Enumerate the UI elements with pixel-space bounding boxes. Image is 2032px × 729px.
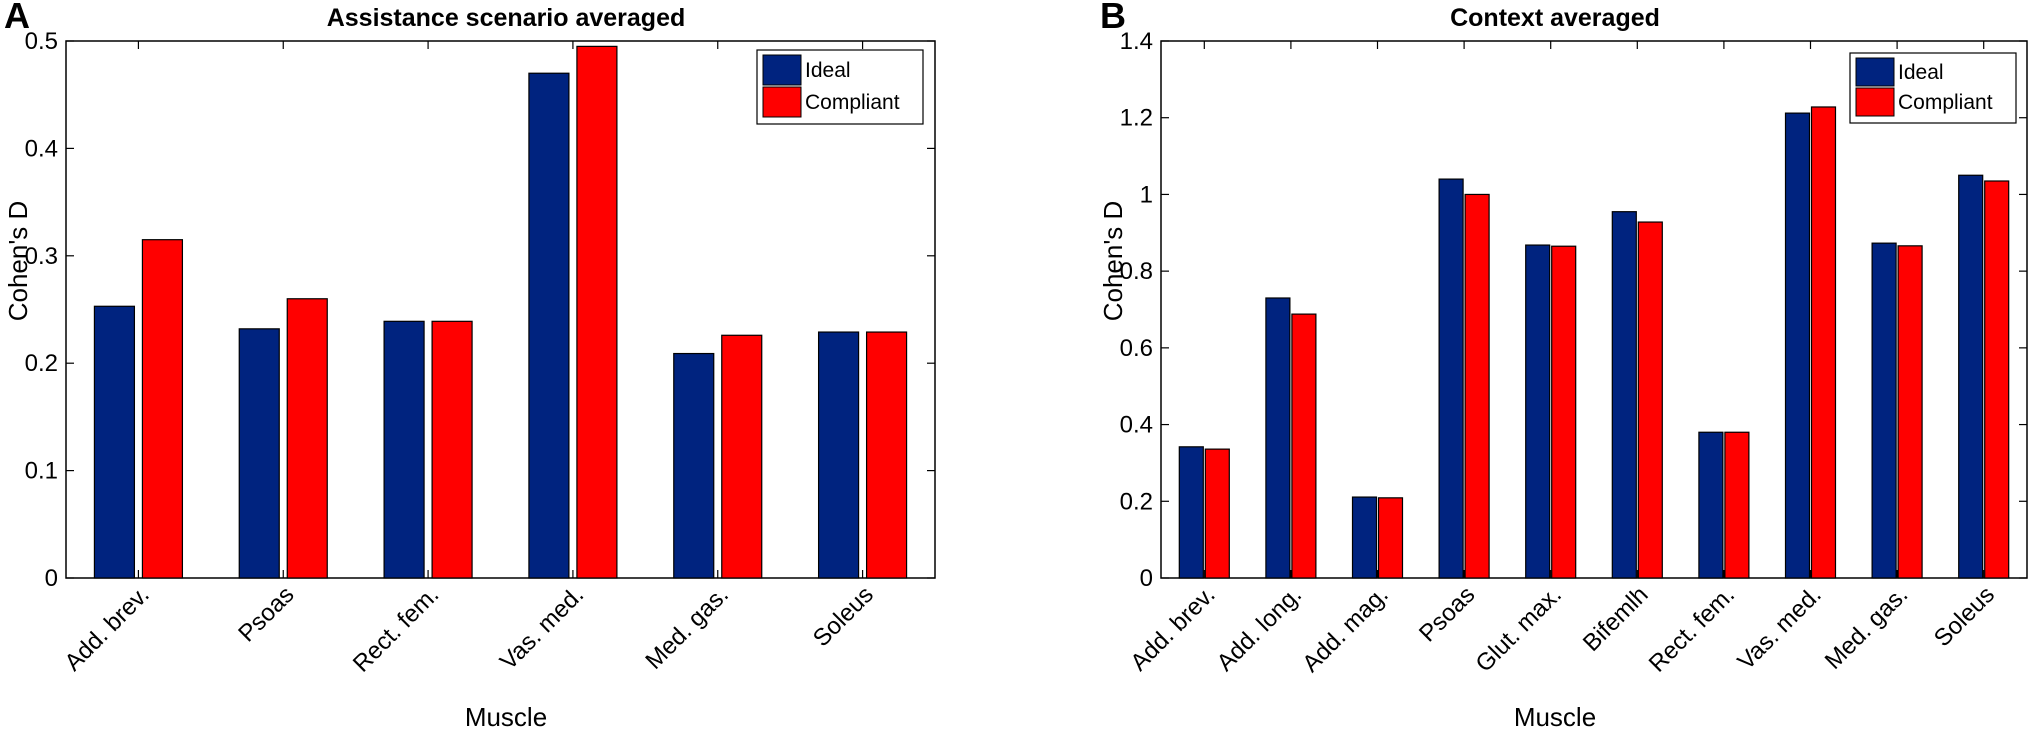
y-tick-label-b: 1.4 (1120, 28, 1153, 55)
chart-title-b: Context averaged (1450, 4, 1660, 32)
y-tick-label-a: 0 (45, 565, 58, 592)
x-tick-label-b: Add. brev. (1125, 581, 1220, 676)
bar-a-compliant-5 (721, 334, 763, 579)
x-tick-label-b: Rect. fem. (1644, 581, 1740, 677)
x-tick-label-b: Med. gas. (1820, 581, 1914, 675)
bar-b-compliant-9 (1897, 245, 1923, 579)
chart-title-a: Assistance scenario averaged (327, 4, 686, 32)
bar-b-ideal-3 (1351, 496, 1378, 579)
x-tick-label-a: Psoas (233, 581, 299, 647)
bar-b-ideal-1 (1178, 446, 1204, 579)
legend-label-ideal: Ideal (805, 59, 851, 82)
y-tick-label-b: 1 (1140, 181, 1153, 208)
axes-frame-a (65, 40, 936, 579)
bar-a-compliant-2 (286, 298, 328, 579)
bar-b-compliant-4 (1464, 193, 1490, 579)
x-tick-label-a: Add. brev. (59, 581, 154, 676)
bar-a-ideal-5 (673, 352, 715, 579)
bar-b-ideal-4 (1438, 178, 1464, 579)
bar-b-ideal-6 (1611, 211, 1637, 579)
x-tick-label-b: Psoas (1414, 581, 1480, 647)
x-tick-label-a: Med. gas. (640, 581, 734, 675)
y-axis-label-a: Cohen's D (3, 201, 33, 322)
bar-b-compliant-8 (1810, 106, 1837, 579)
legend-label-compliant: Compliant (805, 91, 900, 114)
x-tick-label-b: Vas. med. (1733, 581, 1827, 675)
bar-a-compliant-1 (141, 239, 184, 579)
bar-a-compliant-4 (576, 45, 618, 579)
legend-swatch-compliant (762, 86, 802, 118)
plot-area-a: 0 0.1 0.2 0.3 0.4 0.5 Add. brev. Psoas Rect. fem… (25, 28, 936, 678)
bar-a-ideal-1 (93, 305, 136, 579)
bar-b-ideal-2 (1265, 297, 1291, 579)
legend-a: Ideal Compliant (756, 49, 924, 125)
bar-b-ideal-10 (1958, 174, 1984, 579)
bar-a-ideal-4 (528, 72, 570, 579)
y-tick-label-b: 0.6 (1120, 335, 1153, 362)
panel-letter-a: A (4, 0, 30, 36)
bar-a-ideal-2 (238, 328, 280, 579)
bar-b-ideal-8 (1784, 112, 1811, 579)
legend-swatch-ideal (762, 54, 802, 86)
bar-b-ideal-5 (1525, 244, 1551, 579)
bar-a-compliant-6 (865, 331, 908, 579)
panel-letter-b: B (1100, 0, 1126, 36)
legend-label-ideal: Ideal (1898, 61, 1944, 84)
y-tick-label-b: 0.2 (1120, 488, 1153, 515)
y-tick-label-a: 0.3 (25, 243, 58, 270)
bar-b-compliant-2 (1291, 313, 1317, 579)
plot-area-b: 0 0.2 0.4 0.6 0.8 1 1.2 1.4 Add. brev.Add. long.… (1120, 28, 2028, 678)
y-tick-label-a: 0.5 (25, 28, 58, 55)
x-tick-label-b: Soleus (1929, 581, 2000, 652)
y-tick-label-b: 1.2 (1120, 105, 1153, 132)
x-axis-label-b: Muscle (1514, 702, 1596, 729)
y-tick-label-a: 0.2 (25, 350, 58, 377)
bar-b-compliant-5 (1551, 245, 1577, 579)
bar-b-compliant-10 (1984, 180, 2010, 579)
bar-b-ideal-9 (1871, 242, 1897, 579)
x-axis-label-a: Muscle (465, 702, 547, 729)
bar-b-compliant-1 (1204, 448, 1230, 579)
bar-b-compliant-3 (1377, 497, 1404, 579)
y-tick-label-a: 0.1 (25, 458, 58, 485)
bar-b-compliant-7 (1724, 431, 1750, 579)
x-tick-label-a: Vas. med. (495, 581, 589, 675)
legend-b: Ideal Compliant (1849, 52, 2017, 124)
y-tick-label-b: 0.4 (1120, 412, 1153, 439)
bar-a-ideal-6 (817, 331, 860, 579)
y-tick-label-a: 0.4 (25, 135, 58, 162)
chart-panel-a: A Assistance scenario averaged Muscle Co… (3, 0, 936, 729)
bar-a-compliant-3 (431, 320, 473, 579)
chart-panel-b: B Context averaged Muscle Cohen's D 0 0.2… (1098, 0, 2028, 729)
y-axis-label-b: Cohen's D (1098, 201, 1128, 322)
y-tick-label-b: 0 (1140, 565, 1153, 592)
x-tick-label-b: Bifemlh (1578, 581, 1654, 657)
x-tick-label-a: Soleus (808, 581, 879, 652)
x-tick-label-a: Rect. fem. (348, 581, 444, 677)
legend-swatch-compliant (1855, 87, 1895, 117)
x-tick-label-b: Glut. max. (1471, 581, 1567, 677)
legend-label-compliant: Compliant (1898, 91, 1993, 114)
y-tick-label-b: 0.8 (1120, 258, 1153, 285)
bar-b-ideal-7 (1698, 431, 1724, 579)
x-tick-label-b: Add. mag. (1297, 581, 1393, 677)
legend-swatch-ideal (1855, 57, 1895, 87)
x-tick-label-b: Add. long. (1212, 581, 1308, 677)
bar-b-compliant-6 (1637, 221, 1663, 579)
bar-a-ideal-3 (383, 320, 425, 579)
